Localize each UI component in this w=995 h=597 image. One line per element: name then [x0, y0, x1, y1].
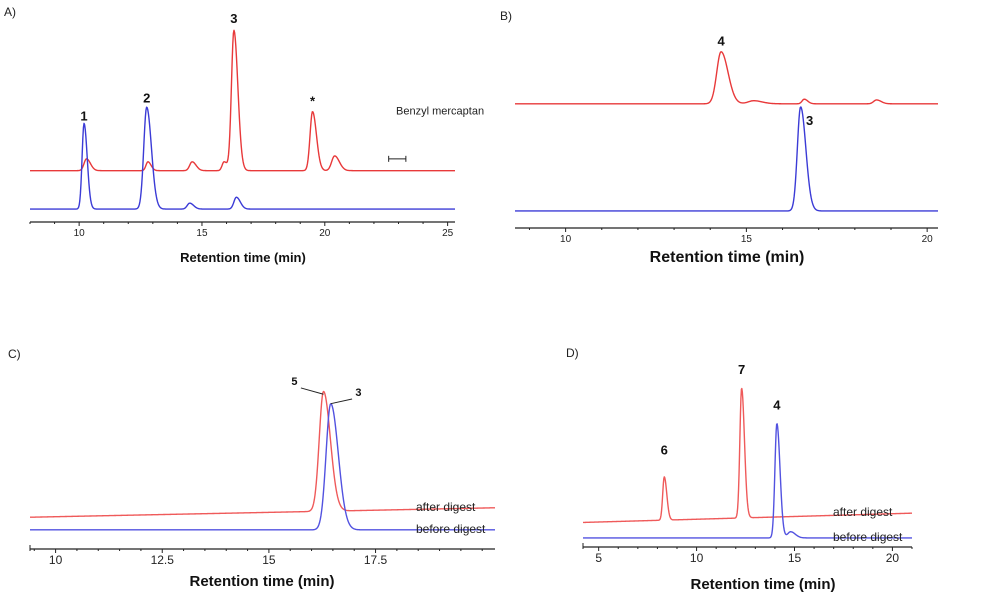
x-tick-label: 5 [595, 551, 602, 565]
series-label: before digest [833, 530, 903, 544]
x-tick-label: 15 [788, 551, 802, 565]
panel-label: C) [8, 347, 21, 361]
panel-d: D) 5 10 15 20 Retention time (min) after diges… [566, 346, 913, 593]
peak-label: 4 [773, 398, 781, 413]
peak-label: 4 [717, 34, 725, 49]
peak-label: 3 [355, 387, 361, 399]
series-label: after digest [416, 500, 476, 514]
x-tick-label: 20 [886, 551, 900, 565]
panel-c: C) 10 12.5 15 17.5 Retention time (min) after … [8, 347, 496, 590]
x-tick-label: 20 [319, 228, 331, 239]
peak-label: 2 [143, 91, 150, 106]
peak-label: 6 [661, 442, 668, 457]
series-label: before digest [416, 522, 486, 536]
series-line-blue [29, 106, 456, 210]
x-tick-label: 10 [49, 553, 63, 567]
x-axis-label: Retention time (min) [691, 576, 836, 593]
x-tick-label: 20 [922, 234, 934, 245]
x-tick-label: 10 [690, 551, 704, 565]
x-tick-label: 15 [196, 228, 208, 239]
x-tick-label: 10 [560, 234, 572, 245]
peak-leader-line [330, 398, 353, 405]
series-line-red [29, 390, 496, 518]
annotation-label: Benzyl mercaptan [396, 106, 484, 118]
x-tick-label: 15 [262, 553, 276, 567]
peak-label: * [310, 94, 316, 109]
x-axis-label: Retention time (min) [650, 249, 805, 266]
peak-label: 7 [738, 362, 745, 377]
peak-label: 5 [291, 376, 297, 388]
x-axis-label: Retention time (min) [180, 250, 306, 265]
series-label: after digest [833, 505, 893, 519]
series-line-blue [29, 403, 496, 531]
x-axis-label: Retention time (min) [190, 573, 335, 590]
panel-label: D) [566, 346, 579, 360]
x-tick-label: 17.5 [364, 553, 388, 567]
series-line-blue [514, 106, 939, 212]
series-line-red [582, 387, 913, 524]
x-tick-label: 12.5 [151, 553, 175, 567]
panel-label: B) [500, 9, 512, 23]
peak-label: 3 [230, 11, 237, 26]
x-tick-label: 15 [741, 234, 753, 245]
series-line-red [29, 29, 456, 172]
x-tick-label: 10 [74, 228, 86, 239]
panel-a: A) 10 15 20 25 Retention time (min) 1 2 3 * Benzyl… [4, 5, 484, 265]
peak-label: 3 [806, 113, 813, 128]
series-line-blue [582, 423, 913, 539]
panel-b: B) 10 15 20 Retention time (min) 4 3 [500, 9, 939, 266]
peak-leader-line [300, 387, 324, 395]
series-line-red [514, 51, 939, 105]
x-tick-label: 25 [442, 228, 454, 239]
peak-label: 1 [80, 108, 87, 123]
panel-label: A) [4, 5, 16, 19]
